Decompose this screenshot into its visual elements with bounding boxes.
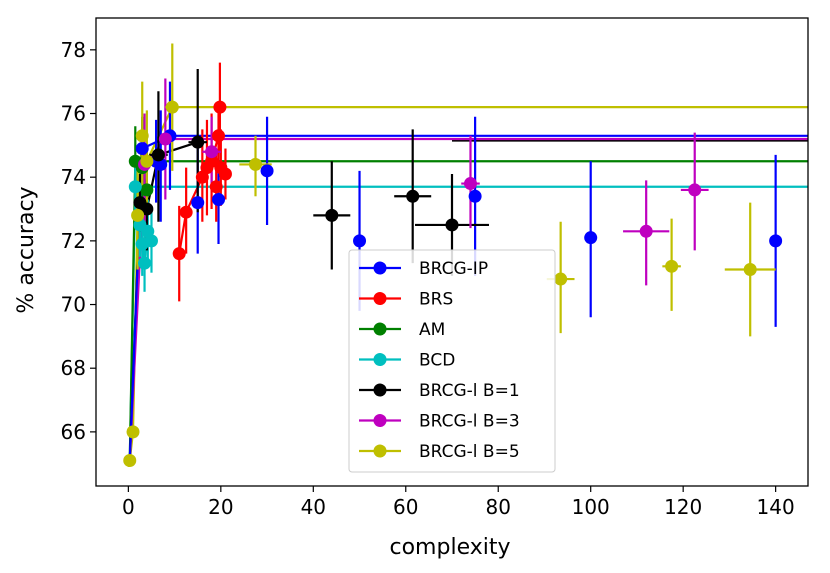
data-point-brcg-ip-0 <box>135 142 149 156</box>
data-point-brcg-ip-6 <box>260 164 274 178</box>
y-tick-label-70: 70 <box>61 293 86 317</box>
data-point-brs-4 <box>205 154 219 168</box>
data-point-brcg-l-b-3-2 <box>205 145 219 159</box>
x-tick-label-0: 0 <box>122 495 135 519</box>
x-tick-label-60: 60 <box>393 495 418 519</box>
data-point-brs-5 <box>209 180 223 194</box>
legend-label-brcg-ip: BRCG-IP <box>419 259 488 279</box>
data-point-am-2 <box>140 183 154 197</box>
data-point-brs-0 <box>172 247 186 261</box>
data-point-brcg-l-b-5-2 <box>131 208 145 222</box>
axes: 0 20 40 60 80 100 120 140 66 68 70 72 74 76 78 <box>61 17 809 519</box>
legend-label-brcg-l-b-3: BRCG-l B=3 <box>419 412 520 432</box>
x-axis-label: complexity <box>390 535 511 560</box>
data-point-brcg-ip-4 <box>191 196 205 210</box>
y-axis-label: % accuracy <box>14 186 39 313</box>
y-tick-label-72: 72 <box>61 229 86 253</box>
data-point-brcg-l-b-3-1 <box>158 132 172 146</box>
data-point-brcg-l-b-5-4 <box>140 154 154 168</box>
plot-area <box>123 43 808 468</box>
data-point-brs-6 <box>212 129 226 143</box>
data-point-brs-1 <box>179 205 193 219</box>
data-point-brcg-l-b-5-9 <box>743 263 757 277</box>
data-point-brcg-l-b-5-5 <box>165 100 179 114</box>
data-point-bcd-5 <box>144 234 158 248</box>
x-tick-label-100: 100 <box>572 495 610 519</box>
data-point-brcg-ip-9 <box>584 231 598 245</box>
legend-label-bcd: BCD <box>419 351 455 371</box>
y-tick-label-68: 68 <box>61 356 86 380</box>
legend-marker-brs <box>373 292 387 305</box>
legend-label-brs: BRS <box>419 290 453 310</box>
data-point-brcg-ip-5 <box>212 192 226 206</box>
legend-box <box>348 249 556 473</box>
legend-marker-bcd <box>373 353 387 366</box>
x-tick-label-20: 20 <box>208 495 233 519</box>
legend-marker-brcg-ip <box>373 261 387 275</box>
legend-marker-brcg-l-b-3 <box>373 414 387 427</box>
x-tick-label-40: 40 <box>301 495 326 519</box>
data-point-brcg-l-b-5-1 <box>126 425 140 439</box>
data-point-bcd-0 <box>128 180 142 194</box>
y-tick-label-76: 76 <box>61 102 86 126</box>
data-point-bcd-3 <box>138 256 152 270</box>
data-point-brcg-l-b-5-3 <box>135 129 149 143</box>
y-tick-label-66: 66 <box>61 420 86 444</box>
data-point-brcg-ip-7 <box>353 234 367 248</box>
data-point-brs-8 <box>218 167 232 181</box>
data-point-brcg-l-b-3-5 <box>688 183 702 197</box>
legend-marker-brcg-l-b-1 <box>373 383 387 397</box>
data-point-brcg-l-b-1-6 <box>445 218 459 232</box>
data-point-brcg-l-b-5-0 <box>123 454 137 468</box>
data-point-brcg-l-b-5-7 <box>554 272 568 286</box>
data-point-brcg-l-b-1-3 <box>191 135 205 149</box>
y-tick-label-74: 74 <box>61 165 86 189</box>
data-point-brcg-l-b-1-2 <box>151 148 165 162</box>
data-point-brcg-l-b-5-6 <box>249 157 263 171</box>
data-point-brs-9 <box>213 100 227 114</box>
data-point-brcg-ip-10 <box>769 234 783 248</box>
legend-label-am: AM <box>419 320 445 340</box>
data-point-brcg-l-b-5-8 <box>665 259 679 273</box>
x-tick-label-140: 140 <box>757 495 795 519</box>
x-tick-label-80: 80 <box>486 495 511 519</box>
data-point-brcg-l-b-3-3 <box>463 177 477 191</box>
data-point-brcg-l-b-1-4 <box>325 208 339 222</box>
plot-content <box>123 43 808 468</box>
data-point-brcg-ip-8 <box>468 189 482 203</box>
legend-marker-am <box>373 322 387 336</box>
y-tick-label-78: 78 <box>61 38 86 62</box>
legend-label-brcg-l-b-5: BRCG-l B=5 <box>419 442 520 462</box>
legend-marker-brcg-l-b-5 <box>373 444 387 458</box>
data-point-brcg-l-b-3-4 <box>639 224 653 238</box>
legend: BRCG-IP BRS AM BCD BRCG-l B=1 BRCG-l B=3 BRCG-… <box>348 249 556 473</box>
plot-frame <box>95 17 809 487</box>
x-tick-label-120: 120 <box>664 495 702 519</box>
data-point-brcg-l-b-1-1 <box>140 202 154 216</box>
data-point-brcg-l-b-1-5 <box>406 189 420 203</box>
legend-label-brcg-l-b-1: BRCG-l B=1 <box>419 381 520 401</box>
